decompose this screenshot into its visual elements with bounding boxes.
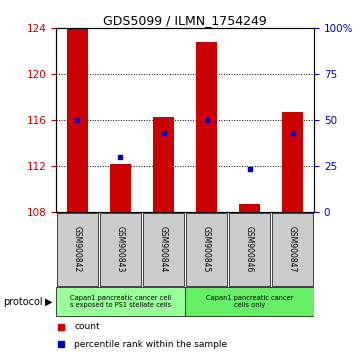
Text: GSM900844: GSM900844 (159, 226, 168, 273)
Bar (229, 213, 270, 286)
Text: GSM900846: GSM900846 (245, 226, 254, 273)
Bar (100, 213, 141, 286)
Bar (185, 287, 314, 316)
Bar (186, 213, 227, 286)
Bar (57, 213, 98, 286)
Title: GDS5099 / ILMN_1754249: GDS5099 / ILMN_1754249 (103, 14, 267, 27)
Bar (282, 112, 303, 212)
Text: GSM900847: GSM900847 (288, 226, 297, 273)
Bar (67, 28, 88, 212)
Bar (56, 287, 185, 316)
Text: percentile rank within the sample: percentile rank within the sample (74, 339, 227, 349)
Text: Capan1 pancreatic cancer cell
s exposed to PS1 stellate cells: Capan1 pancreatic cancer cell s exposed … (70, 295, 171, 308)
Bar (272, 213, 313, 286)
Text: GSM900845: GSM900845 (202, 226, 211, 273)
Bar (196, 42, 217, 212)
Text: protocol: protocol (4, 297, 43, 307)
Text: ▶: ▶ (45, 297, 53, 307)
Text: Capan1 pancreatic cancer
cells only: Capan1 pancreatic cancer cells only (206, 295, 293, 308)
Bar (239, 204, 260, 212)
Text: count: count (74, 322, 100, 331)
Bar (143, 213, 184, 286)
Text: GSM900842: GSM900842 (73, 227, 82, 273)
Text: GSM900843: GSM900843 (116, 226, 125, 273)
Bar (153, 117, 174, 212)
Bar (110, 164, 131, 212)
